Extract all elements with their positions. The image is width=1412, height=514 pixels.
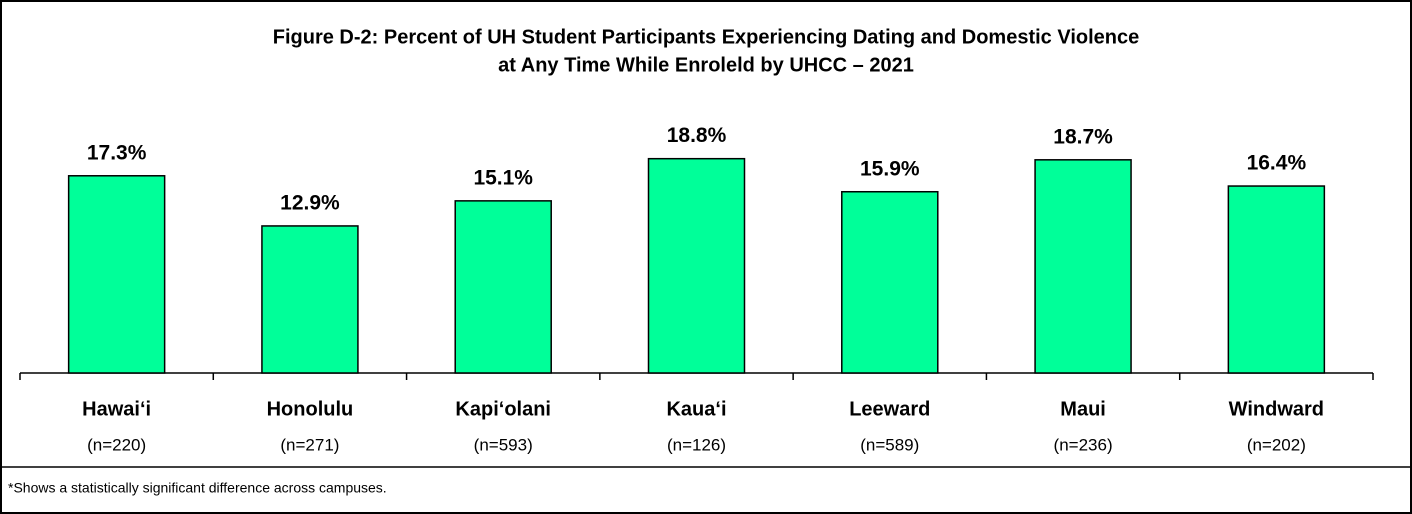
bar (1034, 159, 1132, 374)
bar (261, 225, 359, 374)
sample-size: (n=220) (87, 435, 146, 454)
sample-size: (n=593) (474, 435, 533, 454)
x-tick-label: Kaua‘i (666, 398, 726, 420)
sample-size: (n=202) (1247, 435, 1306, 454)
footnote: *Shows a statistically significant diffe… (8, 480, 387, 496)
x-tick-label: Leeward (849, 398, 930, 420)
bar (647, 157, 746, 374)
data-label: 18.7% (1053, 125, 1113, 148)
x-tick-label: Honolulu (267, 398, 354, 420)
bar (841, 190, 939, 374)
chart-title: at Any Time While Enroleld by UHCC – 202… (498, 54, 914, 76)
sample-size: (n=126) (667, 435, 726, 454)
sample-size: (n=589) (860, 435, 919, 454)
data-label: 12.9% (280, 191, 340, 214)
sample-size: (n=236) (1054, 435, 1113, 454)
data-label: 16.4% (1247, 152, 1307, 175)
bar (1227, 185, 1326, 374)
data-label: 18.8% (667, 124, 727, 147)
x-tick-label: Maui (1060, 398, 1106, 420)
chart-title: Figure D-2: Percent of UH Student Partic… (273, 26, 1139, 48)
data-label: 15.1% (473, 166, 533, 189)
sample-size: (n=271) (280, 435, 339, 454)
bar (454, 200, 552, 374)
data-label: 17.3% (87, 141, 147, 164)
data-label: 15.9% (860, 157, 920, 180)
x-tick-label: Windward (1229, 398, 1324, 420)
bar (67, 175, 166, 374)
x-tick-label: Hawai‘i (82, 398, 151, 420)
x-tick-label: Kapi‘olani (455, 398, 551, 420)
